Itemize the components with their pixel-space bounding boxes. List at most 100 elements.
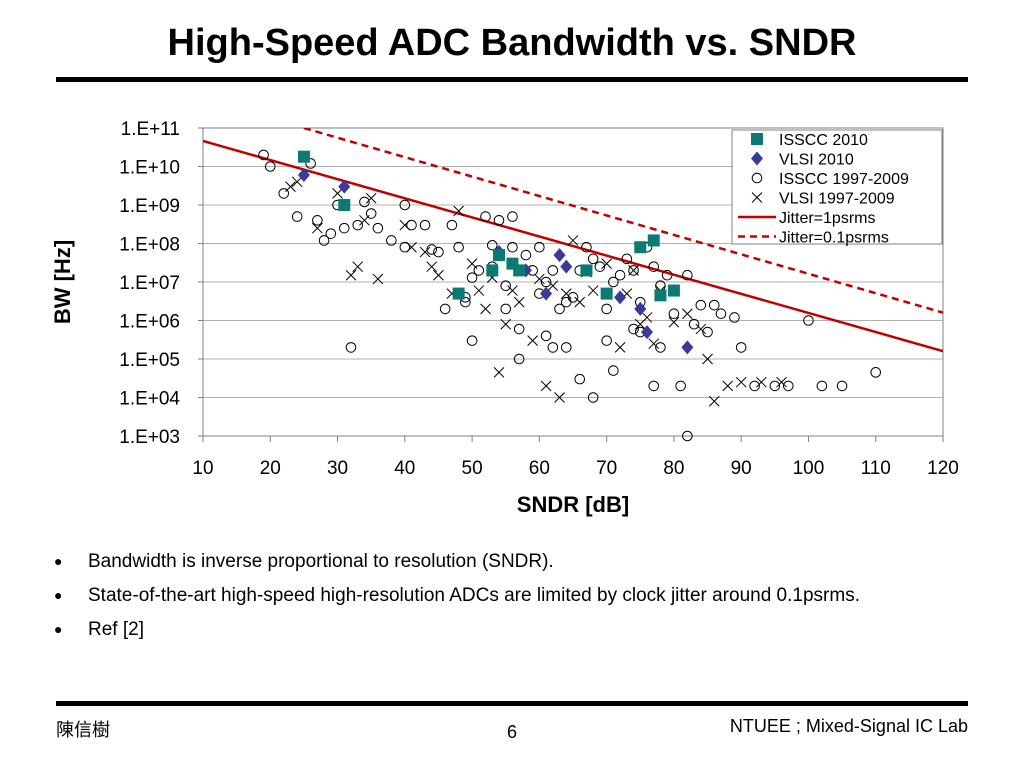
bullet-item: ● Bandwidth is inverse proportional to re… <box>50 548 950 575</box>
legend: ISSCC 2010 VLSI 2010 ISSCC 1997-2009 VLSI 1… <box>731 129 943 247</box>
point-vlsi-1997-2009 <box>291 176 303 188</box>
point-isscc-1997-2009 <box>560 296 572 308</box>
point-vlsi-1997-2009 <box>756 376 767 388</box>
point-isscc-1997-2009 <box>473 265 485 276</box>
point-vlsi-2010 <box>681 340 694 355</box>
x-tick-label: 100 <box>793 458 825 479</box>
point-vlsi-1997-2009 <box>500 318 512 330</box>
bullet-item: ● Ref [2] <box>50 616 950 643</box>
point-isscc-2010 <box>452 287 465 300</box>
data-points <box>258 149 882 442</box>
point-vlsi-1997-2009 <box>426 261 438 273</box>
point-isscc-1997-2009 <box>708 299 720 311</box>
point-vlsi-1997-2009 <box>554 392 565 403</box>
point-isscc-1997-2009 <box>682 430 693 442</box>
point-isscc-1997-2009 <box>749 380 760 392</box>
point-isscc-1997-2009 <box>608 365 619 376</box>
point-isscc-2010 <box>493 249 505 262</box>
point-vlsi-1997-2009 <box>574 296 586 308</box>
point-isscc-1997-2009 <box>567 292 579 303</box>
point-isscc-1997-2009 <box>419 219 431 231</box>
x-tick-label: 40 <box>394 458 415 479</box>
point-isscc-1997-2009 <box>291 211 303 222</box>
point-isscc-1997-2009 <box>782 380 794 392</box>
point-isscc-1997-2009 <box>608 276 619 288</box>
point-vlsi-2010 <box>634 301 647 316</box>
point-isscc-1997-2009 <box>305 158 316 169</box>
legend-box <box>731 129 943 245</box>
bullet-text: Ref [2] <box>88 619 144 640</box>
x-axis-label: SNDR [dB] <box>517 492 629 517</box>
point-isscc-1997-2009 <box>446 219 458 231</box>
point-isscc-1997-2009 <box>540 330 552 342</box>
point-isscc-2010 <box>654 289 667 302</box>
point-vlsi-1997-2009 <box>359 214 370 226</box>
y-tick-label: 1.E+03 <box>119 427 180 448</box>
point-vlsi-1997-2009 <box>547 280 559 292</box>
point-isscc-1997-2009 <box>675 380 686 392</box>
y-tick-label: 1.E+08 <box>119 235 180 256</box>
point-vlsi-1997-2009 <box>406 241 417 253</box>
legend-swatch-vlsi-1997-2009 <box>751 192 763 203</box>
point-vlsi-2010 <box>338 179 351 194</box>
point-isscc-1997-2009 <box>601 303 612 315</box>
x-tick-label: 110 <box>861 458 891 479</box>
point-isscc-1997-2009 <box>345 342 357 353</box>
point-isscc-2010 <box>600 287 613 300</box>
point-isscc-2010 <box>634 241 647 254</box>
point-vlsi-1997-2009 <box>648 338 660 350</box>
point-vlsi-2010 <box>553 248 566 263</box>
point-isscc-1997-2009 <box>507 241 518 253</box>
point-isscc-2010 <box>486 264 499 277</box>
y-tick-label: 1.E+10 <box>119 158 180 179</box>
point-isscc-1997-2009 <box>264 161 276 172</box>
point-isscc-1997-2009 <box>601 335 612 346</box>
point-vlsi-1997-2009 <box>534 273 545 285</box>
point-isscc-1997-2009 <box>560 342 572 353</box>
point-isscc-1997-2009 <box>769 380 781 392</box>
point-isscc-1997-2009 <box>433 246 444 258</box>
point-vlsi-1997-2009 <box>601 258 612 269</box>
footer-author: 陳信樹 <box>56 720 110 740</box>
bullet-item: ● State-of-the-art high-speed high-resolu… <box>50 582 950 609</box>
point-vlsi-1997-2009 <box>702 353 713 365</box>
point-vlsi-1997-2009 <box>682 308 693 320</box>
x-tick-label: 10 <box>192 458 213 479</box>
y-tick-label: 1.E+05 <box>119 350 180 371</box>
point-isscc-1997-2009 <box>581 241 592 253</box>
point-isscc-1997-2009 <box>661 269 673 281</box>
point-vlsi-2010 <box>641 325 653 340</box>
y-axis-label: BW [Hz] <box>50 240 75 324</box>
point-vlsi-2010 <box>560 259 573 274</box>
point-isscc-2010 <box>580 264 593 277</box>
point-isscc-1997-2009 <box>587 253 599 265</box>
footer-lab: NTUEE ; Mixed-Signal IC Lab <box>729 716 968 736</box>
x-tick-label: 20 <box>260 458 281 479</box>
point-isscc-2010 <box>667 284 680 297</box>
point-vlsi-1997-2009 <box>527 335 538 346</box>
point-isscc-1997-2009 <box>352 219 364 231</box>
footer-divider <box>56 701 968 706</box>
point-isscc-1997-2009 <box>587 392 599 403</box>
line-jitter-1psrms <box>203 139 943 353</box>
point-vlsi-1997-2009 <box>365 192 377 204</box>
point-vlsi-1997-2009 <box>641 312 653 323</box>
point-isscc-1997-2009 <box>386 235 397 246</box>
point-vlsi-1997-2009 <box>493 366 505 378</box>
point-vlsi-1997-2009 <box>285 181 296 192</box>
point-isscc-2010 <box>513 264 526 277</box>
point-vlsi-1997-2009 <box>735 376 747 388</box>
point-isscc-1997-2009 <box>500 303 512 315</box>
point-isscc-1997-2009 <box>460 296 471 308</box>
point-isscc-1997-2009 <box>628 323 639 335</box>
point-isscc-1997-2009 <box>836 380 848 392</box>
point-isscc-1997-2009 <box>735 342 747 353</box>
x-tick-label: 30 <box>327 458 348 479</box>
point-vlsi-2010 <box>540 286 553 301</box>
y-tick-label: 1.E+11 <box>121 119 180 140</box>
bullet-text: Bandwidth is inverse proportional to res… <box>88 551 554 572</box>
point-isscc-1997-2009 <box>466 335 478 346</box>
point-isscc-1997-2009 <box>668 308 680 320</box>
legend-label: VLSI 1997-2009 <box>779 191 895 208</box>
point-isscc-1997-2009 <box>325 228 337 239</box>
